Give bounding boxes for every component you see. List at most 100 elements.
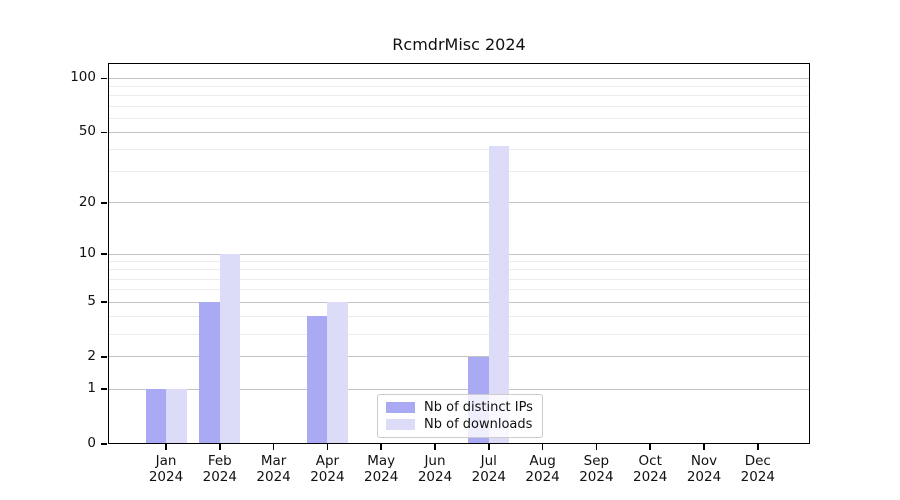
y-tick-label: 0 — [87, 435, 96, 451]
x-tick-month: Jul — [480, 453, 497, 469]
x-tick-year: 2024 — [364, 469, 399, 485]
x-tick-mark — [488, 444, 490, 450]
x-tick-month: Apr — [315, 453, 340, 469]
x-tick-label: Sep 2024 — [566, 453, 626, 485]
major-gridline — [108, 202, 810, 204]
x-tick-label: Nov 2024 — [674, 453, 734, 485]
minor-gridline — [108, 95, 810, 97]
minor-gridline — [108, 261, 810, 263]
x-tick-label: Dec 2024 — [728, 453, 788, 485]
x-tick-mark — [649, 444, 651, 450]
plot-area — [108, 63, 810, 444]
x-tick-mark — [219, 444, 221, 450]
x-tick-year: 2024 — [256, 469, 291, 485]
x-tick-mark — [434, 444, 436, 450]
y-tick-label: 100 — [70, 69, 96, 86]
x-tick-month: Jun — [424, 453, 446, 469]
legend: Nb of distinct IPs Nb of downloads — [377, 394, 543, 438]
x-tick-label: Feb 2024 — [190, 453, 250, 485]
x-tick-year: 2024 — [148, 469, 184, 485]
x-tick-mark — [380, 444, 382, 450]
x-tick-mark — [272, 444, 275, 450]
x-tick-mark — [326, 444, 329, 450]
legend-item: Nb of distinct IPs — [386, 399, 533, 416]
chart-title: RcmdrMisc 2024 — [392, 35, 526, 54]
y-tick-label: 5 — [87, 293, 96, 310]
x-tick-month: Mar — [260, 453, 287, 469]
x-tick-year: 2024 — [686, 469, 722, 485]
y-tick-mark — [101, 201, 107, 204]
x-tick-label: May 2024 — [351, 453, 411, 485]
bar-apr-downloads — [327, 302, 348, 444]
x-tick-mark — [757, 444, 759, 450]
y-tick-mark — [101, 77, 107, 80]
x-tick-label: Mar 2024 — [244, 453, 304, 485]
minor-gridline — [108, 333, 810, 335]
legend-swatch — [386, 419, 415, 430]
y-tick-label: 2 — [87, 347, 96, 364]
y-tick-mark — [101, 253, 107, 255]
y-tick-label: 20 — [78, 193, 96, 210]
x-tick-label: Jan 2024 — [136, 453, 196, 485]
y-tick-label: 1 — [87, 380, 96, 397]
y-tick-label: 10 — [78, 244, 96, 261]
minor-gridline — [108, 117, 810, 119]
minor-gridline — [108, 289, 810, 291]
x-tick-label: Aug 2024 — [513, 453, 573, 485]
x-tick-label: Apr 2024 — [297, 453, 357, 485]
y-tick-mark — [101, 301, 107, 303]
legend-item: Nb of downloads — [386, 416, 533, 433]
major-gridline — [108, 77, 810, 79]
bar-feb-ips — [199, 302, 220, 444]
x-tick-month: Nov — [690, 453, 718, 469]
x-tick-mark — [595, 444, 598, 450]
legend-label: Nb of distinct IPs — [424, 400, 533, 415]
minor-gridline — [108, 105, 810, 107]
x-tick-month: Oct — [638, 453, 662, 469]
major-gridline — [108, 253, 810, 255]
major-gridline — [108, 301, 810, 303]
x-tick-year: 2024 — [579, 469, 614, 485]
legend-label: Nb of downloads — [424, 417, 533, 432]
bar-jan-ips — [145, 389, 166, 444]
bar-apr-ips — [306, 316, 328, 444]
minor-gridline — [108, 86, 810, 88]
x-tick-month: Dec — [744, 453, 771, 469]
x-tick-mark — [165, 444, 167, 450]
y-tick-mark — [101, 356, 107, 358]
x-tick-year: 2024 — [471, 469, 506, 485]
y-tick-label: 50 — [78, 123, 96, 140]
major-gridline — [108, 388, 810, 390]
y-tick-mark — [101, 443, 107, 445]
minor-gridline — [108, 315, 810, 317]
minor-gridline — [108, 278, 810, 280]
x-tick-year: 2024 — [310, 469, 345, 485]
x-tick-year: 2024 — [740, 469, 775, 485]
major-gridline — [108, 356, 810, 358]
legend-swatch — [386, 402, 415, 413]
x-tick-mark — [541, 444, 544, 450]
bar-jan-downloads — [166, 389, 187, 444]
x-tick-mark — [703, 444, 705, 450]
y-tick-mark — [101, 388, 107, 390]
x-tick-month: Feb — [207, 453, 232, 469]
x-tick-year: 2024 — [525, 469, 560, 485]
minor-gridline — [108, 171, 810, 173]
major-gridline — [108, 131, 810, 133]
x-tick-year: 2024 — [202, 469, 237, 485]
x-tick-month: May — [367, 453, 396, 469]
x-tick-year: 2024 — [633, 469, 668, 485]
bar-feb-downloads — [219, 254, 241, 444]
x-tick-month: Jan — [155, 453, 177, 469]
minor-gridline — [108, 269, 810, 271]
x-tick-label: Oct 2024 — [620, 453, 680, 485]
x-tick-year: 2024 — [417, 469, 453, 485]
y-tick-mark — [101, 131, 107, 134]
x-tick-month: Aug — [529, 453, 556, 469]
bar-jul-downloads — [488, 145, 510, 444]
minor-gridline — [108, 149, 810, 151]
x-tick-label: Jul 2024 — [459, 453, 519, 485]
x-tick-label: Jun 2024 — [405, 453, 465, 485]
x-tick-month: Sep — [583, 453, 610, 469]
